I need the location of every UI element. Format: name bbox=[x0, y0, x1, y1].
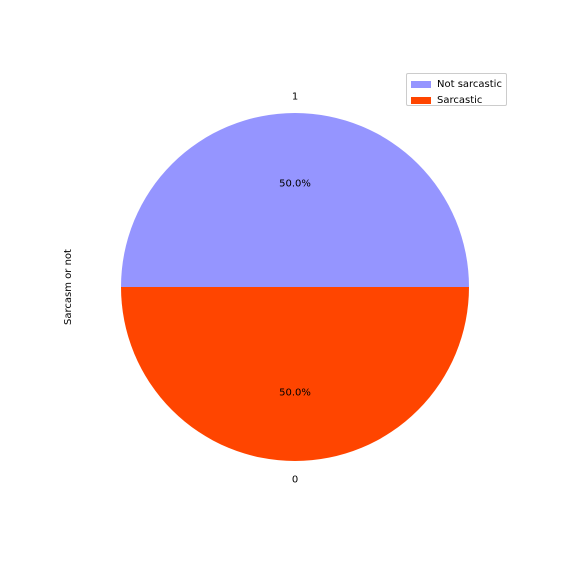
legend-label-not-sarcastic: Not sarcastic bbox=[437, 78, 502, 90]
legend-swatch-sarcastic bbox=[411, 96, 431, 104]
pie-slice-1 bbox=[121, 113, 469, 287]
slice-percent-label-0: 50.0% bbox=[279, 387, 311, 398]
y-axis-label: Sarcasm or not bbox=[63, 249, 74, 325]
pie-labels: 1 50.0% 0 50.0% bbox=[279, 92, 311, 486]
legend-entry-sarcastic: Sarcastic bbox=[411, 93, 502, 107]
pie-slice-0 bbox=[121, 287, 469, 461]
legend-swatch-not-sarcastic bbox=[411, 80, 431, 88]
slice-percent-label-1: 50.0% bbox=[279, 179, 311, 190]
slice-category-label-0: 0 bbox=[292, 474, 298, 485]
legend-entry-not-sarcastic: Not sarcastic bbox=[411, 77, 502, 91]
pie-slices bbox=[121, 113, 469, 461]
legend: Not sarcastic Sarcastic bbox=[406, 73, 507, 106]
slice-category-label-1: 1 bbox=[292, 92, 298, 103]
legend-label-sarcastic: Sarcastic bbox=[437, 94, 483, 106]
